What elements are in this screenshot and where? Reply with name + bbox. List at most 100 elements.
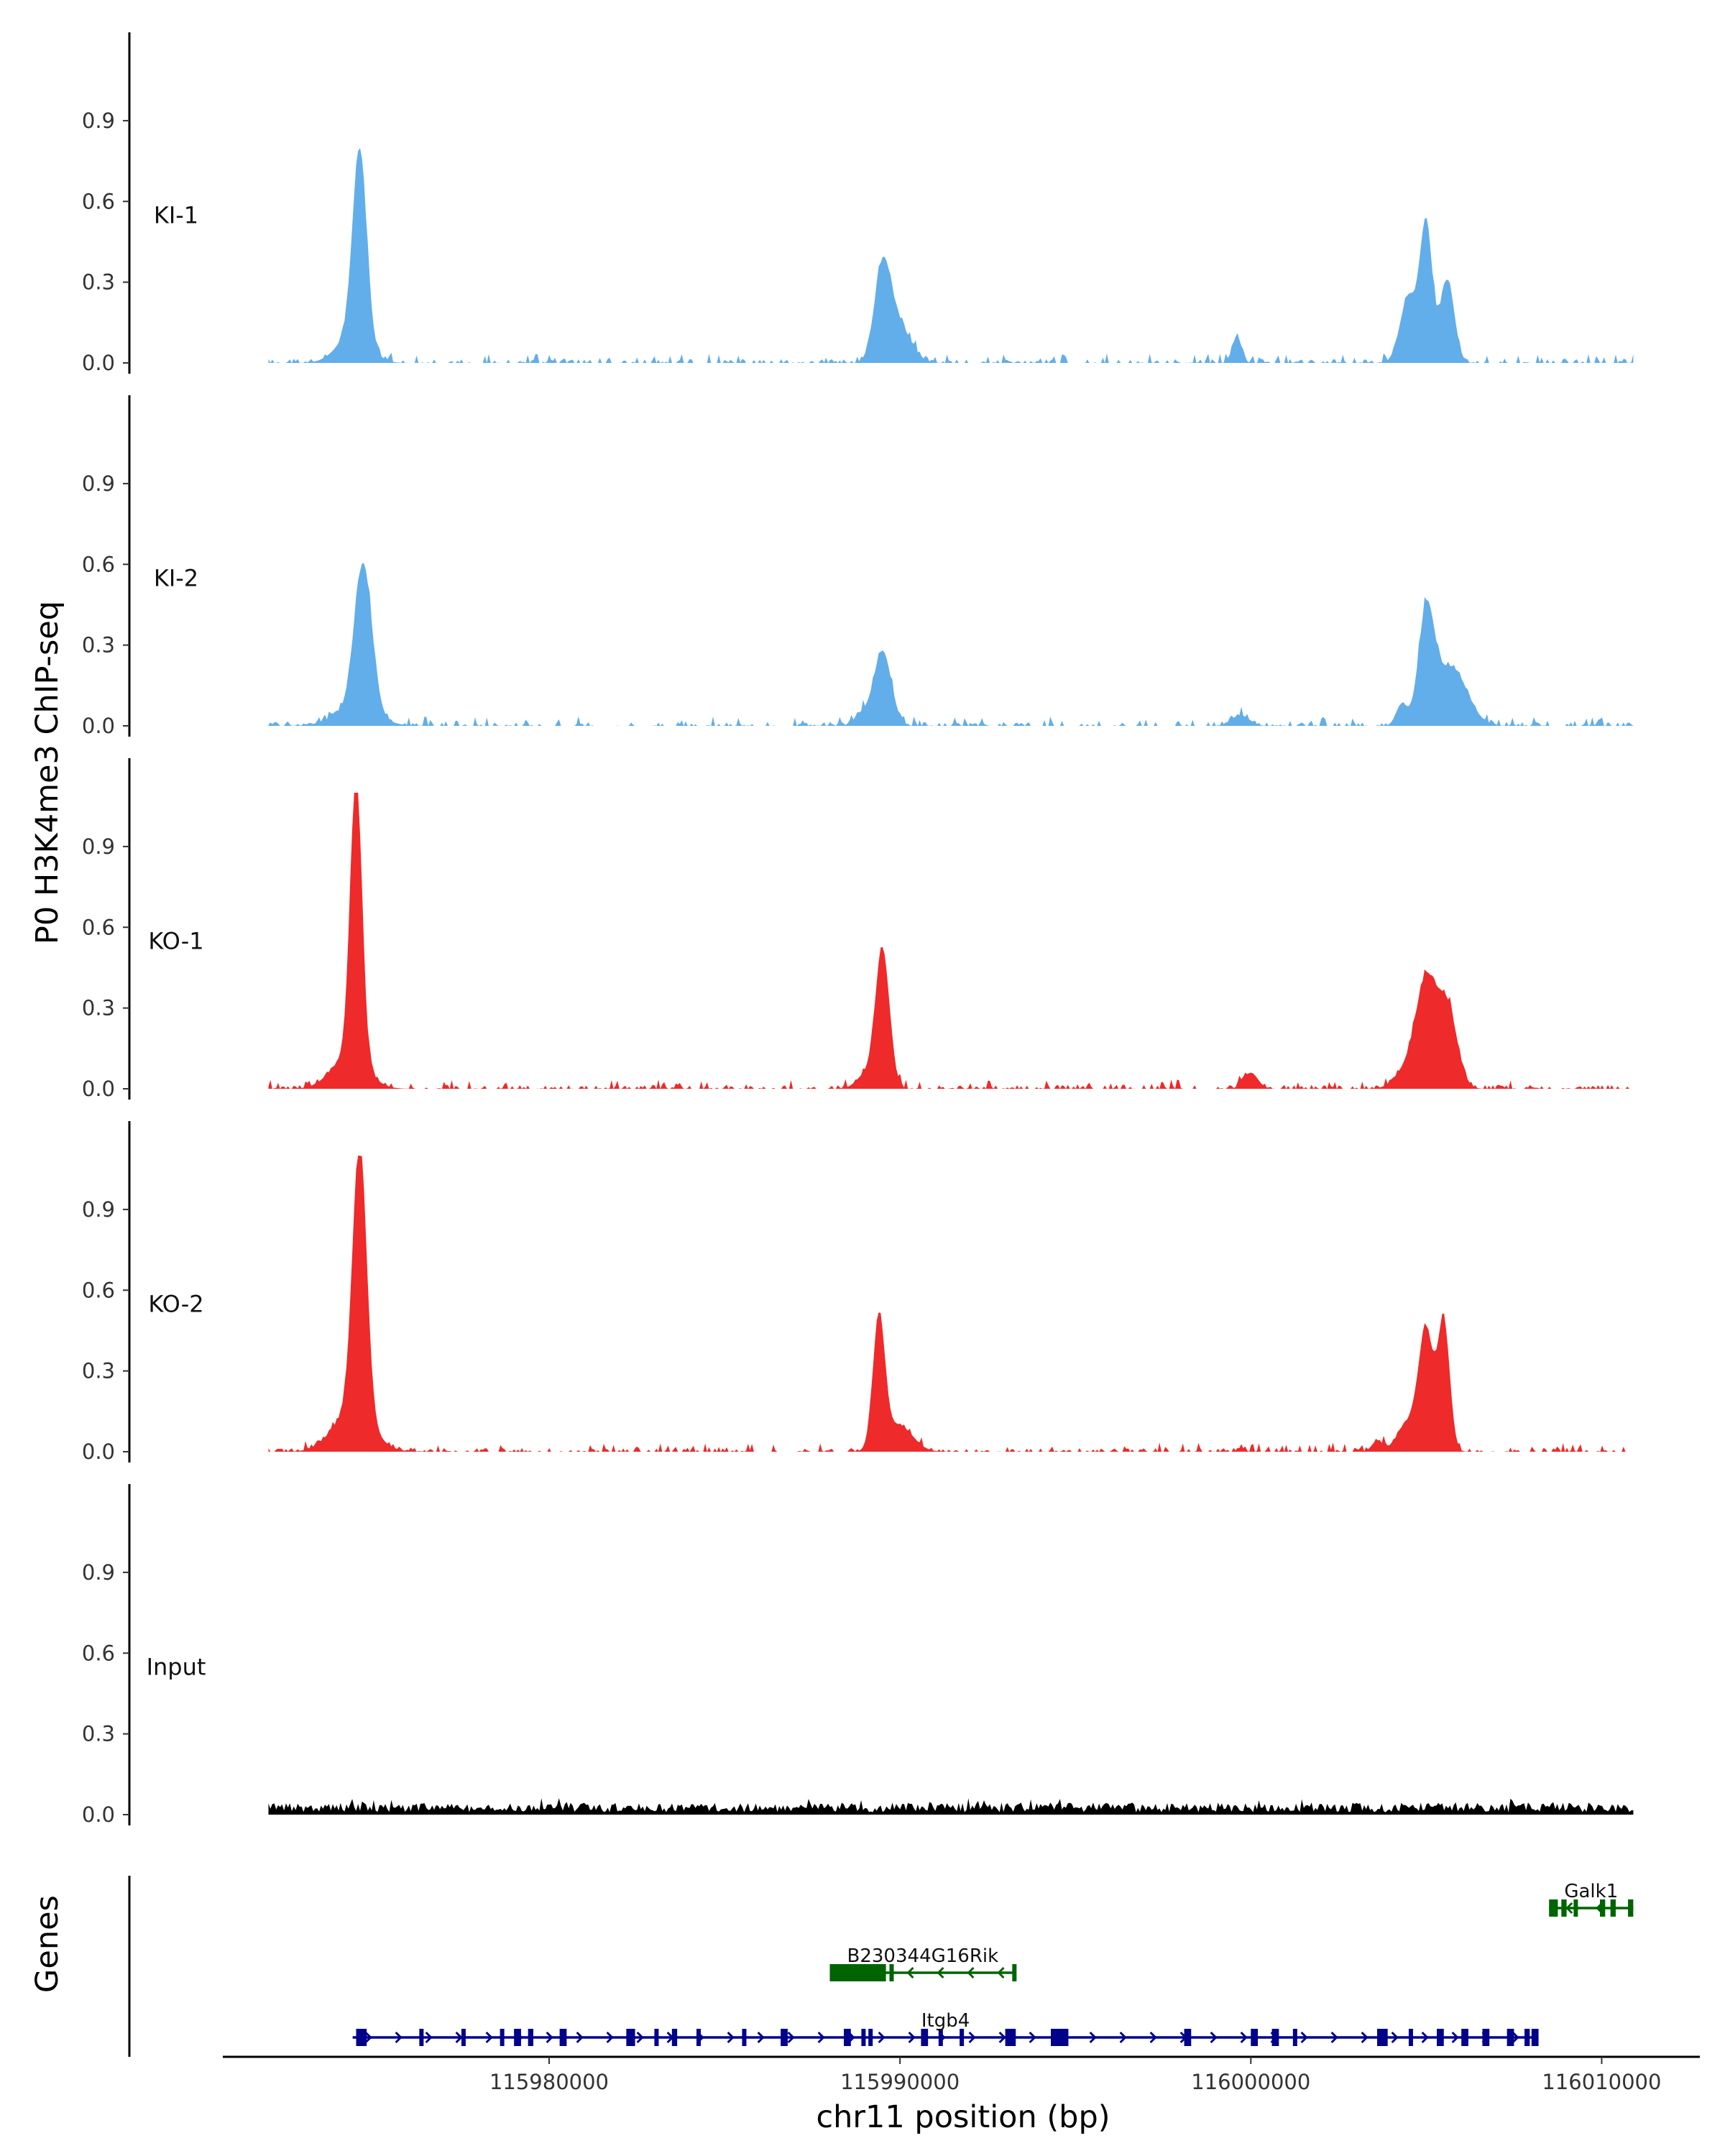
exon	[514, 2029, 521, 2046]
strand-arrow	[878, 2031, 886, 2044]
exon	[626, 2029, 635, 2046]
strand-arrow	[1565, 1902, 1573, 1915]
exon	[1051, 2029, 1069, 2046]
exon	[829, 1964, 886, 1981]
y-tick-label: 0.9	[82, 471, 115, 496]
exon	[696, 2029, 702, 2046]
strand-arrow	[576, 2031, 584, 2044]
track-ko-1: 0.0 0.3 0.6 0.9 KO-1	[82, 758, 1634, 1101]
track-ki-2: 0.0 0.3 0.6 0.9 KI-2	[82, 395, 1634, 738]
gene-b230344g16rik: B230344G16Rik	[829, 1945, 1017, 1981]
y-tick-label: 0.9	[82, 1560, 115, 1585]
y-tick-label: 0.3	[82, 1722, 115, 1746]
signal-area	[268, 1798, 1634, 1815]
strand-arrow	[1300, 2031, 1308, 2044]
signal-area	[268, 793, 1634, 1089]
strand-arrow	[636, 2031, 644, 2044]
strand-arrow	[395, 2031, 402, 2044]
y-tick-label: 0.0	[82, 351, 115, 375]
exon	[671, 2029, 678, 2046]
x-tick-label: 115980000	[489, 2070, 609, 2094]
strand-arrow	[727, 2031, 735, 2044]
track-ki-1: 0.0 0.3 0.6 0.9 KI-1	[82, 32, 1634, 375]
y-tick-label: 0.3	[82, 996, 115, 1021]
exon	[861, 2029, 866, 2046]
exon	[1524, 2029, 1530, 2046]
strand-arrow	[906, 1966, 914, 1979]
track-input: 0.0 0.3 0.6 0.9 Input	[82, 1484, 1634, 1827]
exon	[1549, 1899, 1558, 1917]
gene-label: Itgb4	[921, 2010, 970, 2032]
gene-label: B230344G16Rik	[847, 1945, 999, 1967]
x-tick-label: 115990000	[840, 2070, 960, 2094]
strand-arrow	[425, 2031, 433, 2044]
strand-arrow	[1451, 2031, 1459, 2044]
genes-axis-title: Genes	[29, 1895, 65, 1993]
y-tick-label: 0.6	[82, 1278, 115, 1302]
signal-area	[268, 1156, 1634, 1452]
exon	[1573, 1899, 1578, 1917]
exon	[500, 2029, 505, 2046]
strand-arrow	[1240, 2031, 1248, 2044]
y-tick-label: 0.9	[82, 109, 115, 133]
exon	[1506, 2029, 1514, 2046]
y-tick-label: 0.6	[82, 552, 115, 576]
exon	[868, 2029, 873, 2046]
signal-area	[268, 563, 1634, 726]
x-axis-title: chr11 position (bp)	[816, 2099, 1110, 2135]
strand-arrow	[606, 2031, 614, 2044]
y-tick-label: 0.0	[82, 1077, 115, 1101]
exon	[1012, 1964, 1017, 1981]
strand-arrow	[1391, 2031, 1399, 2044]
exon	[528, 2029, 534, 2046]
y-tick-label: 0.6	[82, 189, 115, 213]
strand-arrow	[485, 2031, 493, 2044]
strand-arrow	[1029, 2031, 1036, 2044]
strand-arrow	[1210, 2031, 1218, 2044]
strand-arrow	[546, 2031, 553, 2044]
gene-itgb4: Itgb4	[352, 2010, 1539, 2046]
strand-arrow	[967, 1966, 975, 1979]
exon	[1437, 2029, 1444, 2046]
strand-arrow	[908, 2031, 916, 2044]
exon	[1377, 2029, 1388, 2046]
exon	[654, 2029, 659, 2046]
strand-arrow	[1512, 2031, 1519, 2044]
strand-arrow	[998, 2031, 1006, 2044]
signal-area	[268, 148, 1634, 363]
track-label: Input	[147, 1653, 206, 1680]
y-axis-title: P0 H3K4me3 ChIP-seq	[29, 601, 65, 944]
x-tick-label: 116000000	[1191, 2070, 1310, 2094]
strand-arrow	[937, 1966, 944, 1979]
strand-arrow	[997, 1966, 1005, 1979]
exon	[1461, 2029, 1468, 2046]
y-tick-label: 0.3	[82, 270, 115, 295]
y-tick-label: 0.3	[82, 1359, 115, 1383]
exon	[889, 1964, 894, 1981]
exon	[1292, 2029, 1297, 2046]
strand-arrow	[1330, 2031, 1338, 2044]
y-tick-label: 0.6	[82, 1641, 115, 1665]
x-tick-label: 116010000	[1542, 2070, 1661, 2094]
strand-arrow	[1119, 2031, 1127, 2044]
exon	[1408, 2029, 1413, 2046]
exon	[461, 2029, 466, 2046]
exon	[1184, 2029, 1192, 2046]
exon	[960, 2029, 965, 2046]
exon	[1599, 1899, 1606, 1917]
y-tick-label: 0.6	[82, 915, 115, 939]
strand-arrow	[455, 2031, 463, 2044]
exon	[1531, 2029, 1539, 2046]
track-label: KO-1	[148, 927, 203, 954]
exon	[1005, 2029, 1016, 2046]
exon	[921, 2029, 929, 2046]
y-tick-label: 0.9	[82, 834, 115, 859]
track-label: KO-2	[148, 1290, 203, 1317]
y-tick-label: 0.3	[82, 633, 115, 658]
exon	[1561, 1899, 1567, 1917]
strand-arrow	[1361, 2031, 1368, 2044]
exon	[559, 2029, 567, 2046]
y-tick-label: 0.9	[82, 1197, 115, 1222]
exon	[1628, 1899, 1634, 1917]
